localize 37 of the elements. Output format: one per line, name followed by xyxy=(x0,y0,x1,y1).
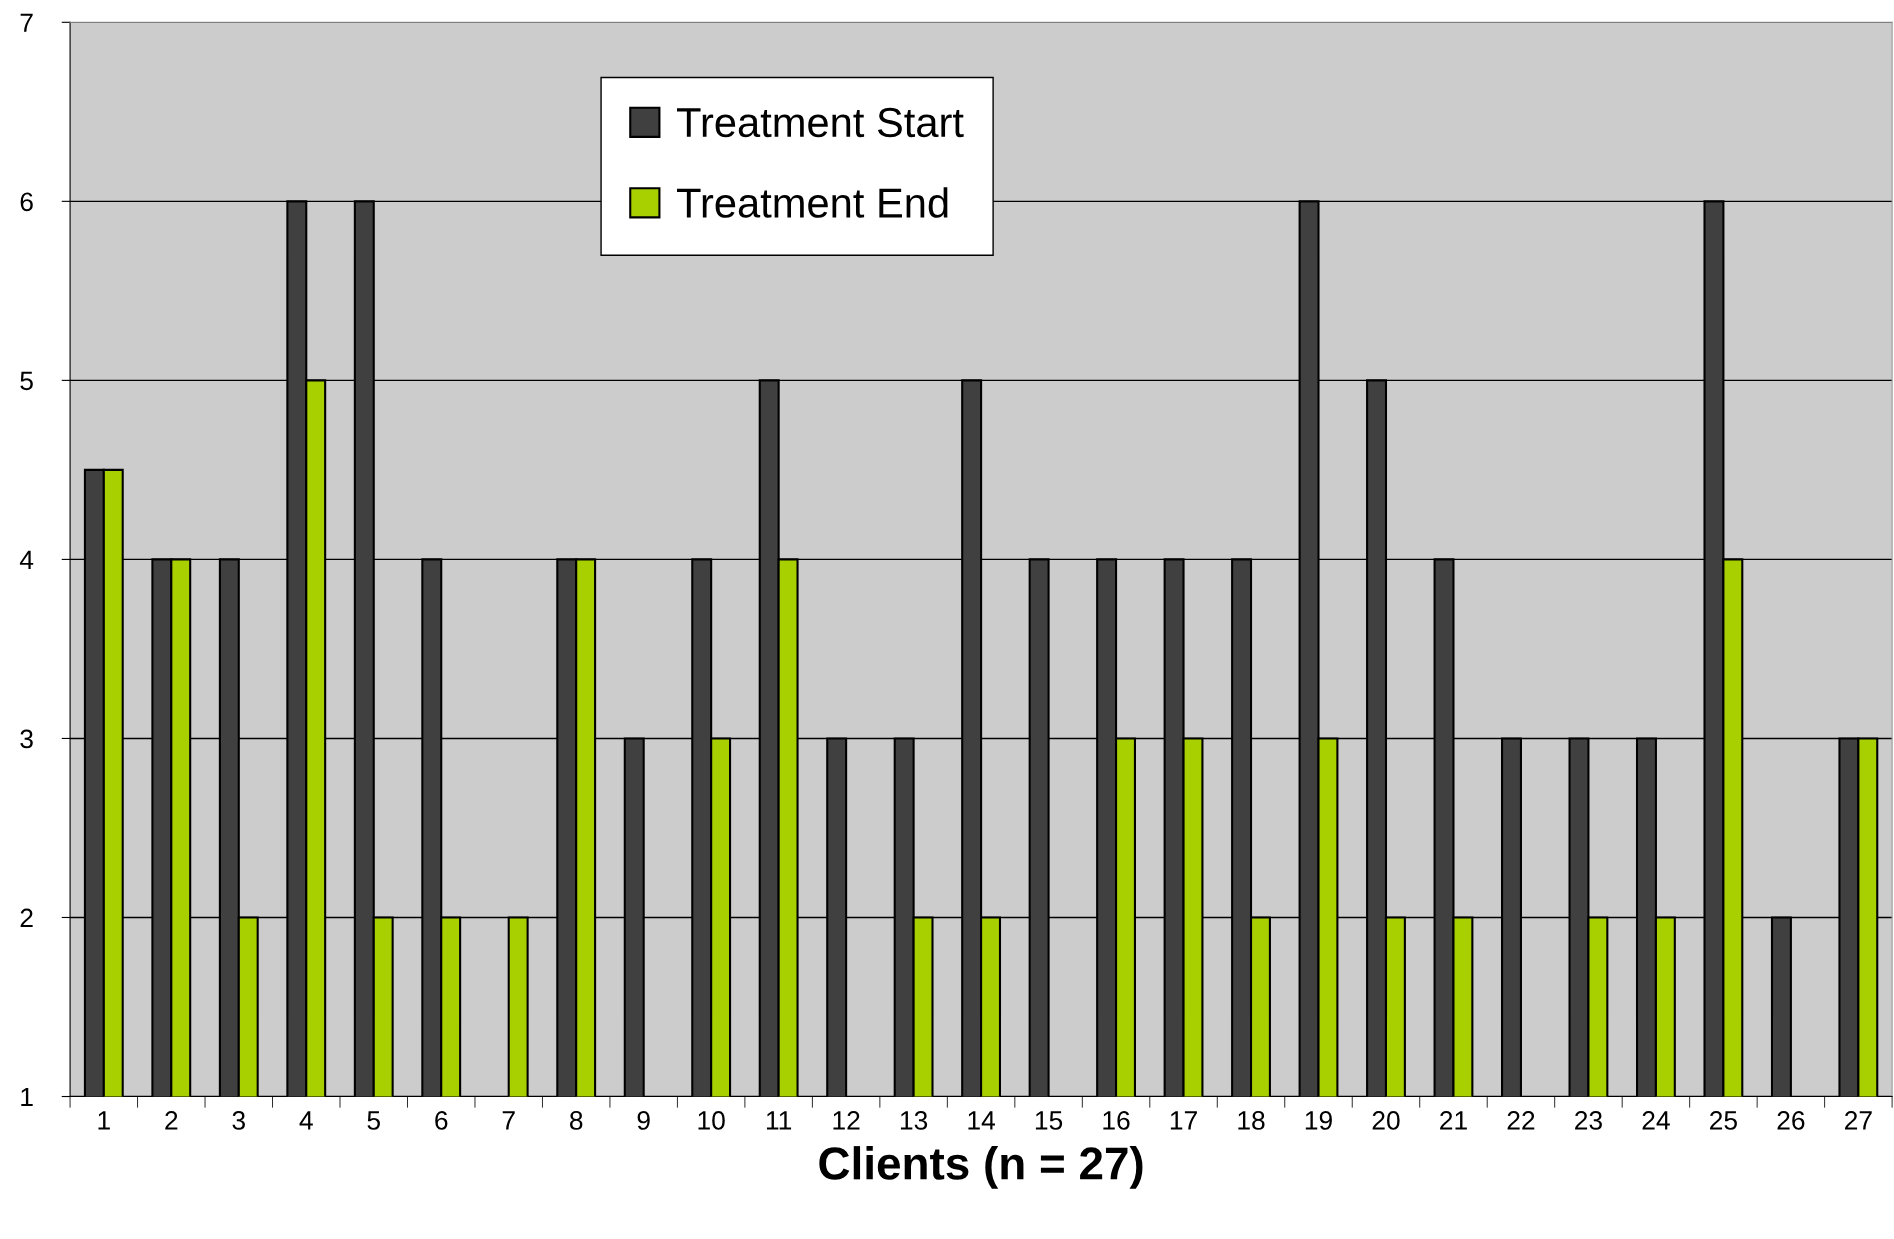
x-tick-label: 10 xyxy=(698,1111,725,1130)
x-tick-label: 26 xyxy=(1777,1111,1805,1130)
x-tick-label: 16 xyxy=(1103,1111,1130,1130)
x-tick-label: 18 xyxy=(1238,1111,1265,1130)
y-tick-label: 1 xyxy=(21,1087,33,1107)
x-tick-label: 21 xyxy=(1440,1111,1467,1130)
x-tick-label: 19 xyxy=(1305,1111,1332,1130)
x-tick-label: 20 xyxy=(1372,1111,1400,1130)
x-tick-label: 5 xyxy=(367,1111,380,1130)
x-tick-label: 17 xyxy=(1170,1111,1197,1130)
y-tick-label: 5 xyxy=(20,371,33,391)
x-tick-label: 23 xyxy=(1575,1111,1602,1130)
x-tick-label: 27 xyxy=(1845,1111,1872,1130)
x-tick-label: 3 xyxy=(232,1111,245,1130)
x-tick-label: 7 xyxy=(502,1111,515,1130)
y-tick-label: 7 xyxy=(20,13,33,32)
legend-label: Treatment Start xyxy=(677,107,964,138)
x-tick-label: 1 xyxy=(98,1111,110,1130)
x-axis-title: Clients (n = 27) xyxy=(819,1146,1143,1189)
x-tick-label: 2 xyxy=(165,1111,178,1130)
x-tick-label: 11 xyxy=(766,1111,792,1130)
x-tick-label: 9 xyxy=(637,1111,650,1130)
y-tick-label: 2 xyxy=(20,908,33,928)
x-tick-label: 13 xyxy=(900,1111,928,1130)
x-tick-label: 6 xyxy=(435,1111,448,1130)
legend-label: Treatment End xyxy=(677,187,948,218)
x-tick-label: 8 xyxy=(570,1111,583,1130)
y-tick-label: 3 xyxy=(20,729,33,749)
x-tick-label: 12 xyxy=(833,1111,860,1130)
x-tick-label: 4 xyxy=(299,1111,313,1130)
y-tick-label: 6 xyxy=(20,192,33,212)
x-tick-label: 14 xyxy=(968,1111,995,1130)
x-tick-label: 25 xyxy=(1710,1111,1737,1130)
x-tick-label: 24 xyxy=(1642,1111,1670,1130)
y-tick-label: 4 xyxy=(19,550,34,569)
x-tick-label: 22 xyxy=(1507,1111,1535,1130)
x-tick-label: 15 xyxy=(1035,1111,1063,1130)
